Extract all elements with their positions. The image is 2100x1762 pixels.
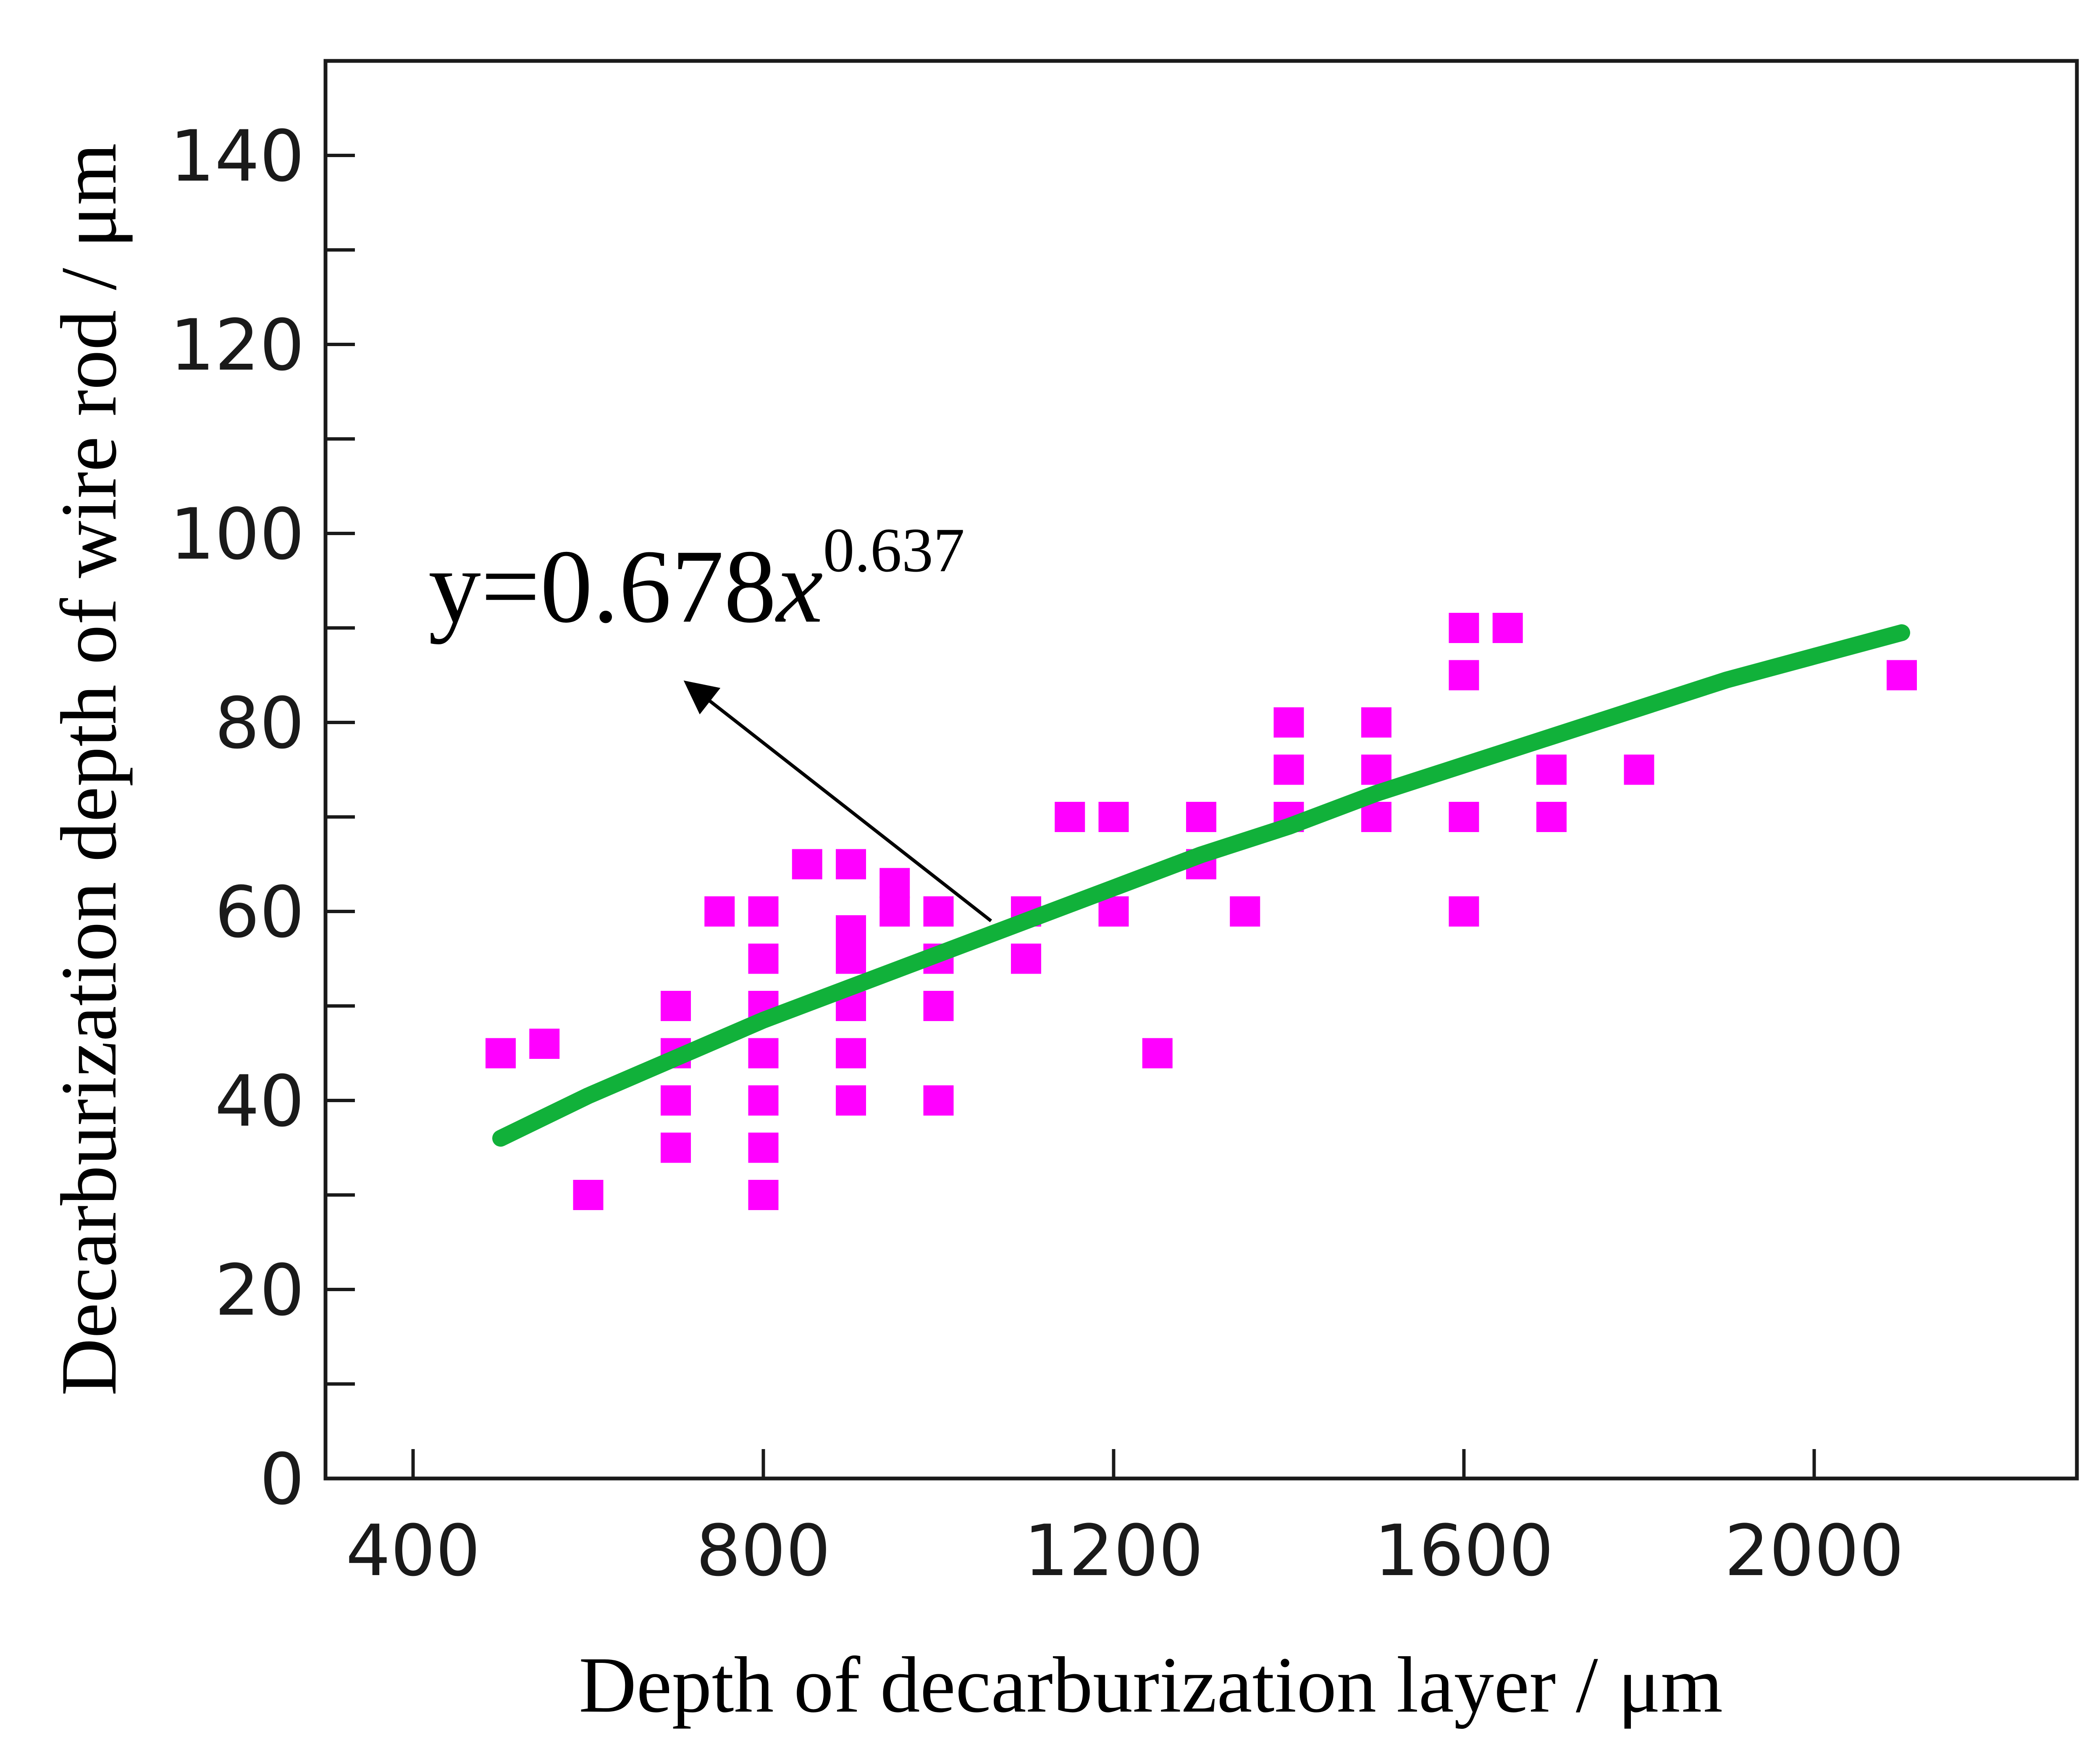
y-tick-label: 20 (215, 1249, 304, 1331)
data-point (1361, 707, 1391, 738)
data-point (1011, 943, 1041, 974)
data-point (1230, 896, 1260, 927)
data-point (1449, 802, 1479, 832)
data-point (1492, 613, 1523, 643)
plot-frame (323, 59, 2079, 1481)
x-tick-label: 400 (346, 1510, 480, 1592)
y-tick-label: 0 (260, 1438, 304, 1520)
data-point (661, 991, 691, 1021)
data-point (836, 1085, 866, 1116)
fit-curve (492, 624, 1910, 1147)
data-point (1186, 802, 1216, 832)
data-point (573, 1180, 604, 1210)
data-point (1055, 802, 1085, 832)
data-point (748, 943, 779, 974)
data-point (1449, 613, 1479, 643)
data-points (486, 613, 1917, 1210)
data-point (1449, 660, 1479, 691)
data-point (792, 849, 822, 880)
x-tick-label: 1600 (1374, 1510, 1554, 1592)
y-tick-label: 40 (215, 1060, 304, 1142)
y-axis-ticks: 0 20 40 60 80 100 120 140 (170, 115, 355, 1520)
data-point (1098, 896, 1129, 927)
data-point (1273, 707, 1304, 738)
data-point (923, 896, 954, 927)
equation-variable: x (775, 528, 823, 645)
equation-arrow (683, 680, 992, 922)
data-point (748, 1038, 779, 1069)
data-point (661, 1132, 691, 1163)
y-tick-label: 140 (170, 115, 304, 197)
data-point (1361, 802, 1391, 832)
data-point (1449, 896, 1479, 927)
equation-prefix: y=0.678 (428, 528, 777, 645)
x-tick-label: 800 (696, 1510, 831, 1592)
data-point (923, 991, 954, 1021)
x-axis-title: Depth of decarburization layer / μm (579, 1641, 1723, 1729)
data-point (486, 1038, 516, 1069)
data-point (1887, 660, 1917, 691)
data-point (1624, 754, 1654, 785)
x-tick-label: 2000 (1725, 1510, 1904, 1592)
data-point (1142, 1038, 1173, 1069)
x-tick-label: 1200 (1024, 1510, 1204, 1592)
y-tick-label: 120 (170, 304, 304, 386)
data-point (704, 896, 735, 927)
data-point (1273, 754, 1304, 785)
y-tick-label: 80 (215, 682, 304, 764)
fit-equation: y=0.678x0.637 (428, 515, 965, 645)
y-tick-label: 60 (215, 871, 304, 953)
data-point (529, 1029, 560, 1059)
data-point (661, 1085, 691, 1116)
data-point (836, 943, 866, 974)
data-point (923, 1085, 954, 1116)
data-point (1536, 754, 1567, 785)
data-point (748, 896, 779, 927)
data-point (748, 1085, 779, 1116)
data-point (836, 1038, 866, 1069)
data-point (748, 1132, 779, 1163)
x-axis-ticks: 400 800 1200 1600 2000 (346, 1449, 1904, 1592)
y-axis-title: Decarburization depth of wire rod / μm (45, 143, 133, 1396)
data-point (879, 868, 910, 898)
data-point (748, 1180, 779, 1210)
data-point (836, 849, 866, 880)
equation-exponent: 0.637 (823, 515, 965, 585)
data-point (879, 896, 910, 927)
data-point (1098, 802, 1129, 832)
data-point (1536, 802, 1567, 832)
data-point (1361, 754, 1391, 785)
y-tick-label: 100 (170, 493, 304, 575)
data-point (836, 915, 866, 945)
